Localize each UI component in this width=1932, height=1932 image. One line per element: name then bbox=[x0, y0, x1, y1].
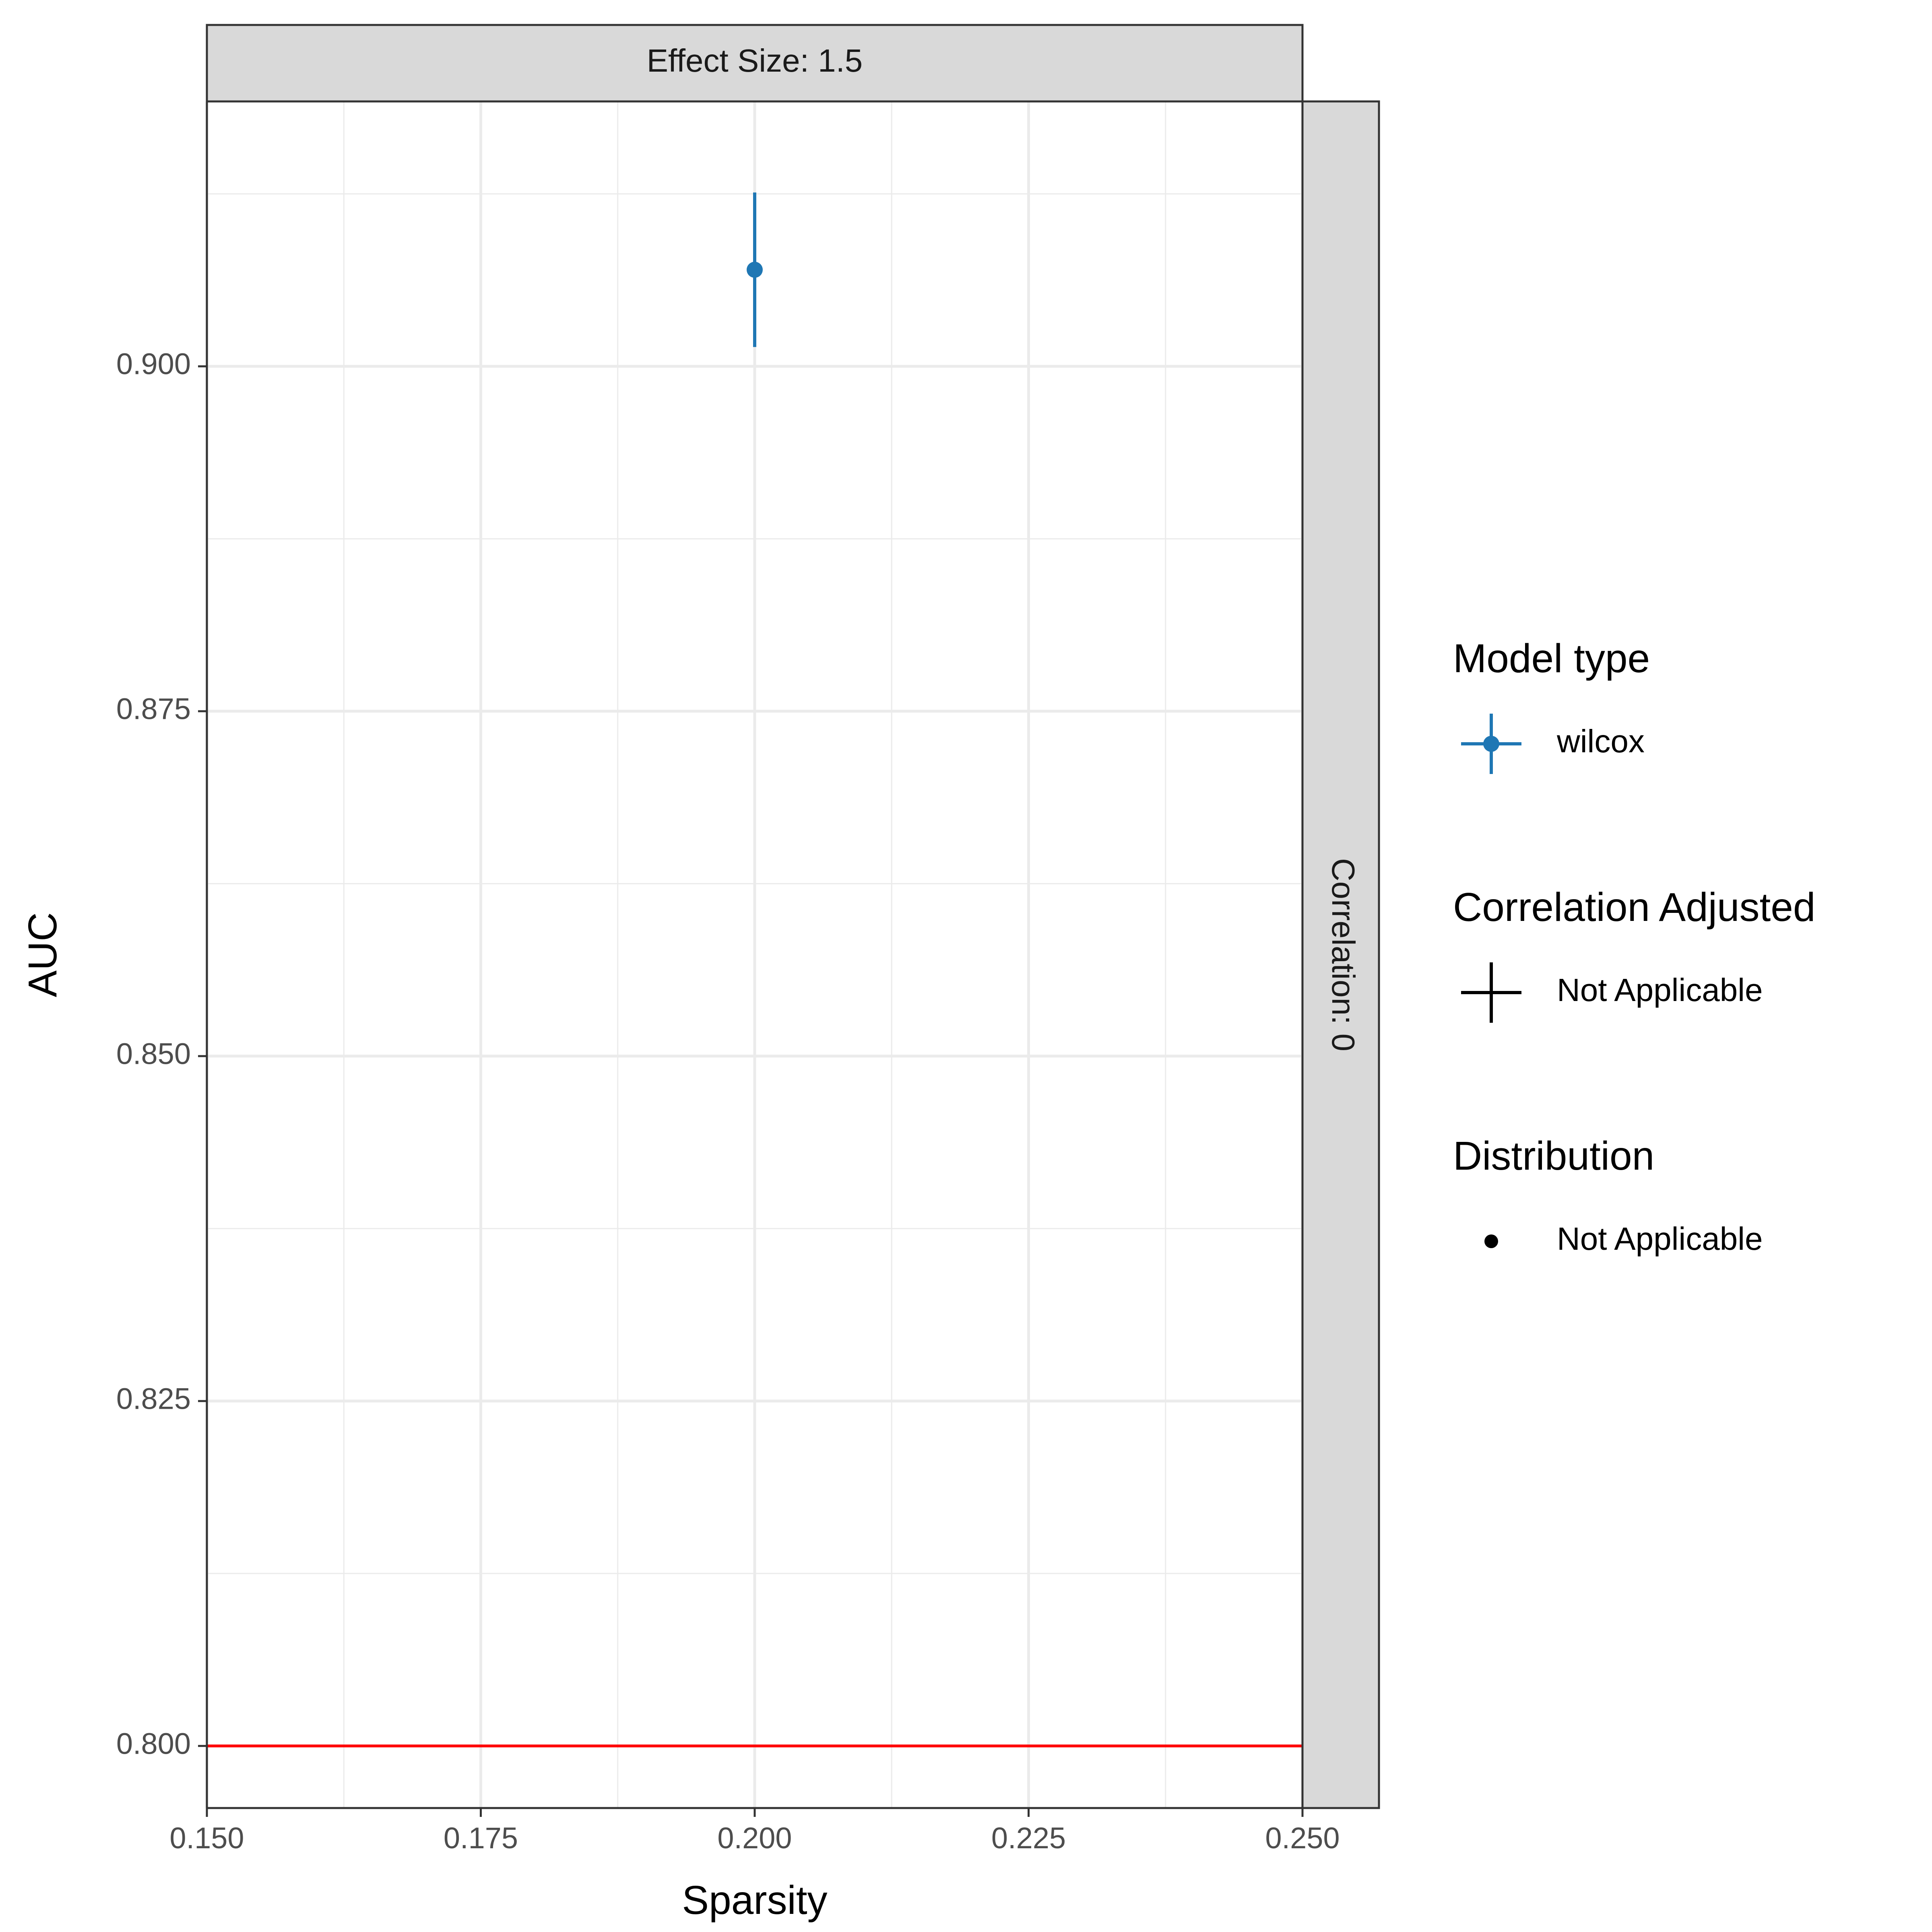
y-tick-label: 0.875 bbox=[116, 692, 191, 726]
legend: Model type wilcox Correlation Adjusted N… bbox=[1453, 636, 1816, 1257]
legend-correlation-adjusted: Correlation Adjusted Not Applicable bbox=[1453, 885, 1816, 1023]
legend-distribution: Distribution Not Applicable bbox=[1453, 1133, 1763, 1257]
legend-key-wilcox-point bbox=[1483, 736, 1499, 752]
y-tick-label: 0.850 bbox=[116, 1037, 191, 1070]
legend-key-wilcox bbox=[1461, 714, 1521, 774]
axes: 0.150 0.175 0.200 0.225 0.250 0.800 0.825 0.850… bbox=[116, 347, 1340, 1855]
y-tick-label: 0.825 bbox=[116, 1382, 191, 1415]
gridlines bbox=[205, 101, 1304, 1808]
legend-model-type: Model type wilcox bbox=[1453, 636, 1650, 774]
legend-key-cross bbox=[1461, 962, 1521, 1023]
legend-label-wilcox: wilcox bbox=[1556, 723, 1645, 759]
y-axis-title: AUC bbox=[20, 912, 65, 997]
legend-key-point bbox=[1484, 1234, 1498, 1248]
data-layer bbox=[207, 192, 1302, 1748]
data-point-wilcox bbox=[747, 262, 763, 278]
facet-strip-top bbox=[206, 24, 1304, 103]
legend-label-correlation-adjusted: Not Applicable bbox=[1557, 972, 1763, 1008]
legend-label-distribution: Not Applicable bbox=[1557, 1221, 1763, 1257]
y-tick-label: 0.800 bbox=[116, 1727, 191, 1760]
facet-strip-right bbox=[1301, 100, 1380, 1809]
facet-strip-top-label: Effect Size: 1.5 bbox=[647, 43, 863, 78]
y-tick-label: 0.900 bbox=[116, 347, 191, 381]
x-tick-label: 0.150 bbox=[169, 1821, 244, 1855]
x-tick-label: 0.200 bbox=[717, 1821, 792, 1855]
facet-strip-right-label: Correlation: 0 bbox=[1325, 858, 1361, 1051]
legend-title-distribution: Distribution bbox=[1453, 1133, 1654, 1179]
x-axis-title: Sparsity bbox=[682, 1878, 827, 1923]
x-tick-label: 0.225 bbox=[991, 1821, 1066, 1855]
legend-title-model-type: Model type bbox=[1453, 636, 1650, 681]
x-tick-label: 0.175 bbox=[444, 1821, 518, 1855]
legend-title-correlation-adjusted: Correlation Adjusted bbox=[1453, 885, 1816, 930]
x-tick-label: 0.250 bbox=[1265, 1821, 1340, 1855]
